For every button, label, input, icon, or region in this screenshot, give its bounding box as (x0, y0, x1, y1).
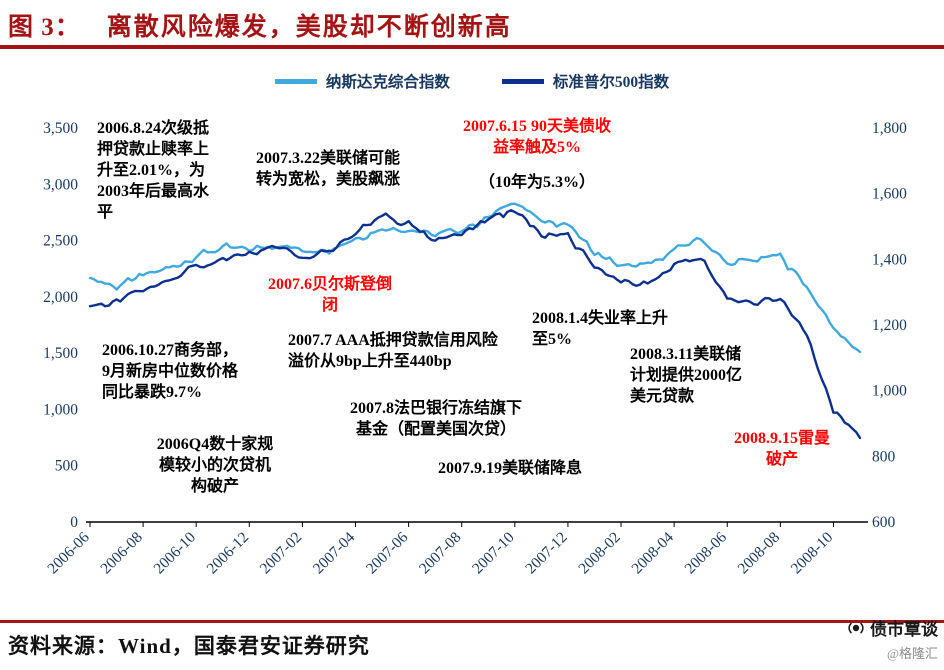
source-note: 资料来源：Wind，国泰君安证券研究 (8, 634, 370, 658)
chart-annotation: 2007.3.22美联储可能转为宽松，美股飙涨 (256, 150, 401, 189)
legend-swatch (501, 78, 544, 84)
legend-item: 标准普尔500指数 (501, 70, 670, 92)
chart-annotation: 2006Q4数十家规模较小的次贷机构破产 (156, 436, 274, 496)
chart-annotation: 2007.7 AAA抵押贷款信用风险溢价从9bp上升至440bp (288, 332, 498, 371)
chart-legend: 纳斯达克综合指数 标准普尔500指数 (0, 70, 944, 92)
watermark: @格隆汇 (887, 646, 938, 661)
chart-annotation: 2007.9.19美联储降息 (438, 460, 583, 477)
chart-annotation: 2008.9.15雷曼破产 (733, 430, 830, 469)
chart-annotation: 2006.8.24次级抵押贷款止赎率上升至2.01%，为2003年后最高水平 (97, 120, 210, 222)
chart-annotation: （10年为5.3%） (478, 174, 595, 191)
broadcast-icon (848, 622, 864, 633)
figure-title: 离散风险爆发，美股却不断创新高 (106, 14, 512, 41)
figure-label: 图 3： (8, 14, 81, 41)
title-divider (0, 45, 944, 49)
chart-annotation: 2006.10.27商务部，9月新房中位数价格同比暴跌9.7% (102, 342, 239, 402)
brand-row: 债市覃谈 (846, 615, 938, 640)
chart-annotation: 2007.8法巴银行冻结旗下基金（配置美国次贷） (349, 400, 522, 439)
chart-annotation: 2007.6.15 90天美债收益率触及5% (462, 118, 611, 157)
brand-name: 债市覃谈 (870, 620, 938, 639)
figure-header: 图 3： 离散风险爆发，美股却不断创新高 (8, 7, 512, 43)
chart-annotation: 2007.6贝尔斯登倒闭 (268, 276, 393, 315)
legend-label: 纳斯达克综合指数 (325, 74, 450, 91)
chart-annotation: 2008.3.11美联储计划提供2000亿美元贷款 (630, 346, 743, 406)
brand-block: 债市覃谈 @格隆汇 (846, 615, 938, 662)
footer-divider (0, 620, 944, 623)
legend-item: 纳斯达克综合指数 (274, 70, 450, 92)
legend-swatch (274, 78, 317, 84)
legend-label: 标准普尔500指数 (552, 74, 670, 91)
chart-annotation: 2008.1.4失业率上升至5% (532, 310, 669, 349)
